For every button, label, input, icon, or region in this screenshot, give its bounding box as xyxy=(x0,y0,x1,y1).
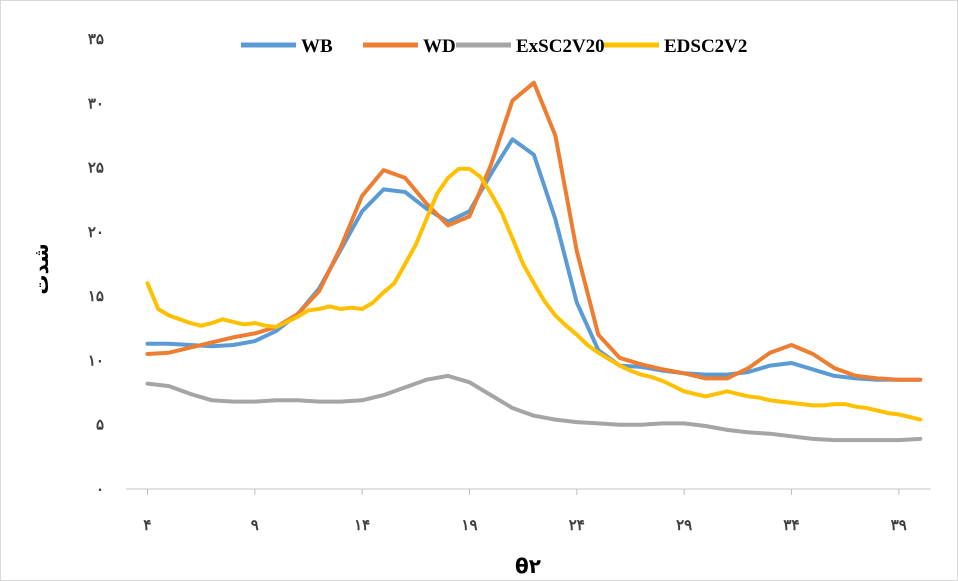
y-tick-label: ۲۵ xyxy=(88,159,104,177)
x-axis-title: θ۲ xyxy=(515,554,541,578)
x-tick-label: ۴ xyxy=(143,516,151,534)
legend-label: WB xyxy=(301,36,333,57)
legend-label: WD xyxy=(423,36,456,57)
y-tick-label: ۳۰ xyxy=(88,94,104,112)
y-tick-label: ۳۵ xyxy=(88,30,104,48)
x-tick-label: ۳۴ xyxy=(783,516,799,534)
series-line-wb xyxy=(145,137,923,382)
y-axis-title: شدت xyxy=(29,243,53,294)
y-tick-label: ۵ xyxy=(96,416,104,434)
x-tick-label: ۲۹ xyxy=(676,516,692,534)
y-tick-label: ۲۰ xyxy=(88,223,104,241)
axes: ۴ ۹ ۱۴ ۱۹ ۲۴ ۲۹ ۳۴ ۳۹ ۰ ۵ ۱۰ ۱۵ ۲۰ ۲۵ ۳۰ ۳۵ xyxy=(88,30,931,534)
x-tick-label: ۲۴ xyxy=(569,516,585,534)
legend-label: ExSC2V20 xyxy=(516,36,605,57)
y-tick-label: ۰ xyxy=(96,480,104,498)
y-tick-label: ۱۰ xyxy=(88,351,104,369)
x-tick-label: ۹ xyxy=(251,516,259,534)
x-tick-label: ۱۴ xyxy=(354,516,370,534)
series-line-edsc2v2 xyxy=(145,166,923,422)
x-tick-label: ۳۹ xyxy=(891,516,907,534)
series-line-exsc2v20 xyxy=(145,373,923,443)
y-tick-label: ۱۵ xyxy=(88,287,104,305)
legend: WB WD ExSC2V20 EDSC2V2 xyxy=(241,36,747,57)
x-tick-label: ۱۹ xyxy=(461,516,477,534)
series-layer xyxy=(145,80,923,443)
legend-label: EDSC2V2 xyxy=(664,36,747,57)
